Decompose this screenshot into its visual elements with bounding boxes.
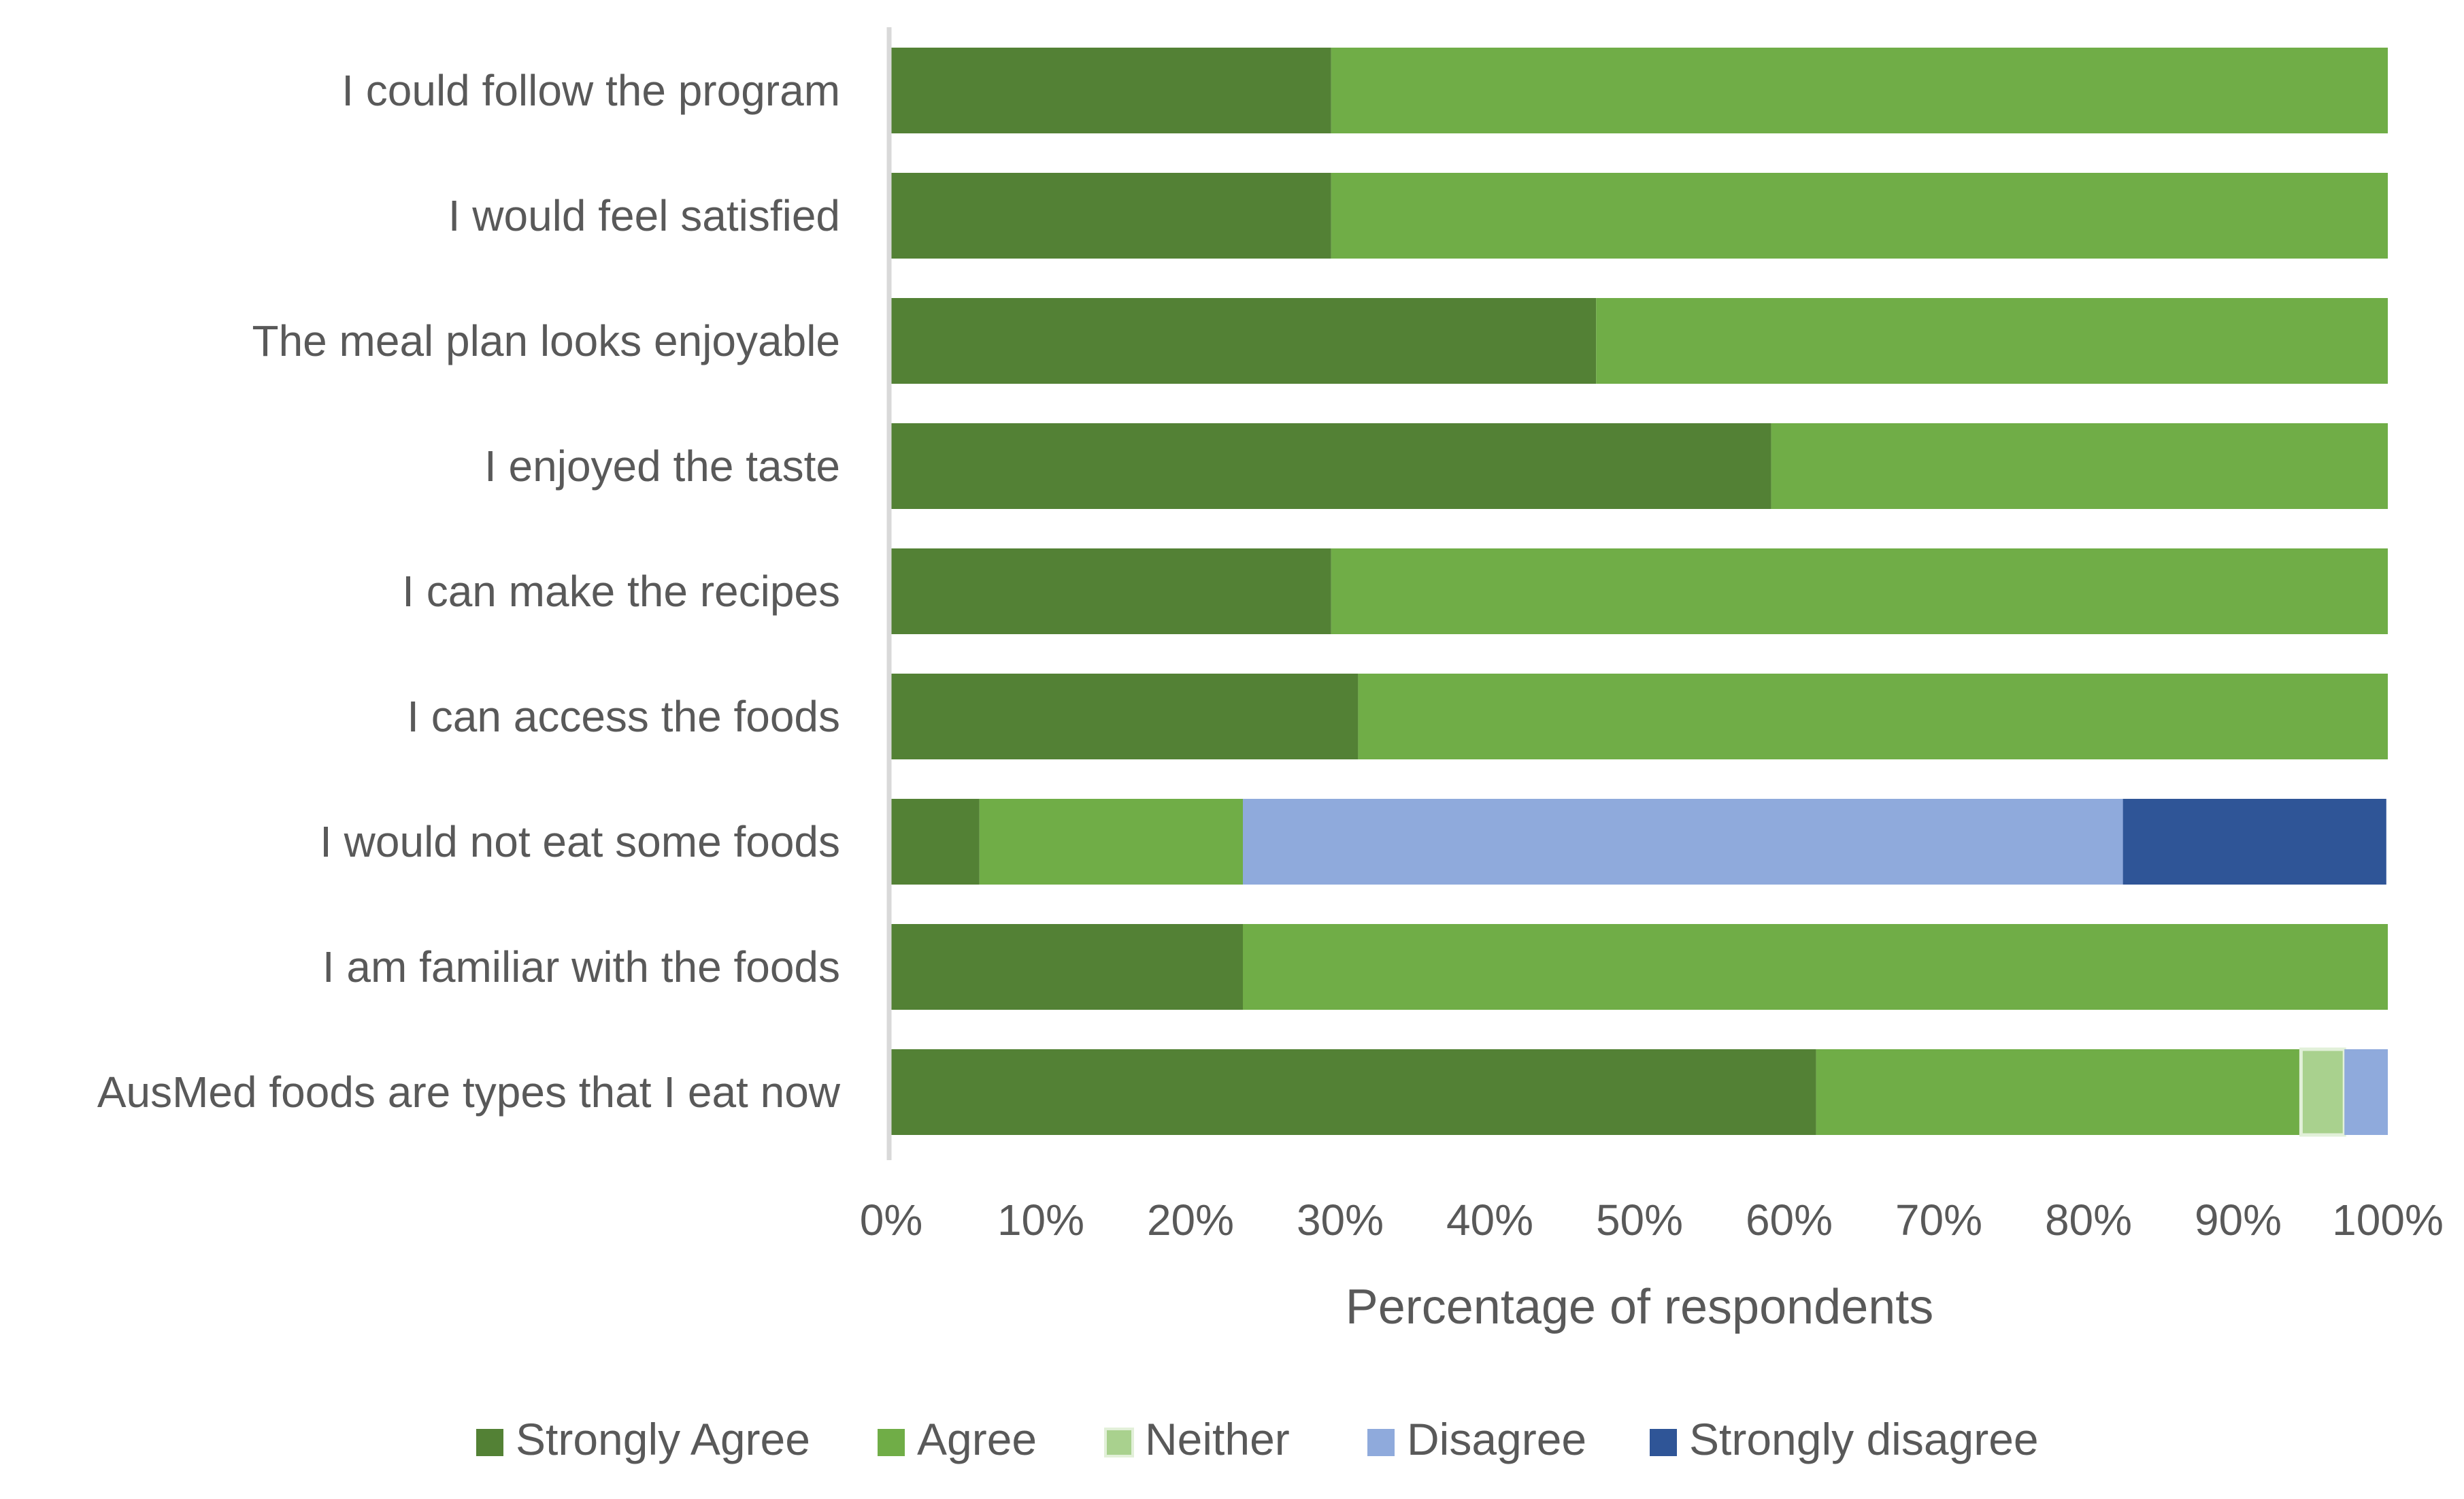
bar-the-meal-plan-looks-enjoyable-strongly-agree bbox=[891, 298, 1597, 384]
bar-i-would-feel-satisfied-strongly-agree bbox=[891, 173, 1331, 259]
bar-ausmed-foods-are-types-that-i-eat-now-strongly-agree bbox=[891, 1049, 1816, 1135]
category-label: AusMed foods are types that I eat now bbox=[97, 1068, 841, 1117]
legend-item-agree: Agree bbox=[878, 1414, 1037, 1464]
x-tick-label: 100% bbox=[2332, 1196, 2444, 1245]
x-tick-label: 60% bbox=[1746, 1196, 1833, 1245]
x-tick-label: 90% bbox=[2195, 1196, 2282, 1245]
legend: Strongly Agree Agree Neither Disagree Strong… bbox=[476, 1414, 2039, 1464]
category-label: I would feel satisfied bbox=[448, 191, 840, 240]
bar-i-could-follow-the-program-strongly-agree bbox=[891, 48, 1331, 133]
x-tick-label: 40% bbox=[1446, 1196, 1533, 1245]
bar-i-enjoyed-the-taste-strongly-agree bbox=[891, 423, 1771, 509]
category-label: I would not eat some foods bbox=[320, 817, 840, 866]
legend-item-disagree: Disagree bbox=[1367, 1414, 1586, 1464]
category-label: I am familiar with the foods bbox=[322, 942, 840, 991]
legend-swatch-strongly-agree bbox=[476, 1429, 503, 1456]
x-tick-label: 30% bbox=[1297, 1196, 1384, 1245]
x-tick-label: 50% bbox=[1596, 1196, 1683, 1245]
legend-label: Strongly Agree bbox=[516, 1414, 810, 1464]
bar-i-could-follow-the-program-agree bbox=[1331, 48, 2388, 133]
bar-ausmed-foods-are-types-that-i-eat-now-neither bbox=[2299, 1047, 2346, 1137]
bar-i-am-familiar-with-the-foods-agree bbox=[1243, 924, 2388, 1010]
x-tick-label: 70% bbox=[1895, 1196, 1982, 1245]
bar-i-can-make-the-recipes-agree bbox=[1331, 548, 2388, 634]
bar-i-can-access-the-foods-strongly-agree bbox=[891, 674, 1359, 759]
legend-label: Neither bbox=[1145, 1414, 1290, 1464]
bar-i-would-not-eat-some-foods-agree bbox=[979, 799, 1243, 885]
legend-item-strongly-agree: Strongly Agree bbox=[476, 1414, 810, 1464]
x-tick-label: 10% bbox=[997, 1196, 1084, 1245]
x-axis-title: Percentage of respondents bbox=[1346, 1280, 1934, 1334]
bar-ausmed-foods-are-types-that-i-eat-now-disagree bbox=[2344, 1049, 2388, 1135]
bar-i-would-not-eat-some-foods-disagree bbox=[1243, 799, 2123, 885]
bar-i-would-feel-satisfied-agree bbox=[1331, 173, 2388, 259]
category-label: I can make the recipes bbox=[402, 567, 840, 616]
x-tick-label: 0% bbox=[860, 1196, 923, 1245]
category-label: I enjoyed the taste bbox=[484, 442, 840, 491]
category-label: The meal plan looks enjoyable bbox=[252, 316, 840, 365]
bar-i-enjoyed-the-taste-agree bbox=[1771, 423, 2388, 509]
x-axis-tick-labels: 0% 10% 20% 30% 40% 50% 60% 70% 80% 90% 100% bbox=[860, 1196, 2444, 1245]
legend-swatch-strongly-disagree bbox=[1650, 1429, 1677, 1456]
category-label: I could follow the program bbox=[342, 66, 840, 115]
legend-label: Strongly disagree bbox=[1689, 1414, 2039, 1464]
x-tick-label: 20% bbox=[1147, 1196, 1234, 1245]
bar-i-am-familiar-with-the-foods-strongly-agree bbox=[891, 924, 1243, 1010]
bar-i-can-make-the-recipes-strongly-agree bbox=[891, 548, 1331, 634]
category-label: I can access the foods bbox=[407, 692, 840, 741]
bar-ausmed-foods-are-types-that-i-eat-now-agree bbox=[1816, 1049, 2301, 1135]
category-labels: I could follow the program I would feel s… bbox=[97, 66, 841, 1117]
x-tick-label: 80% bbox=[2045, 1196, 2132, 1245]
legend-swatch-disagree bbox=[1367, 1429, 1395, 1456]
bar-i-would-not-eat-some-foods-strongly-agree bbox=[891, 799, 980, 885]
legend-label: Disagree bbox=[1407, 1414, 1586, 1464]
legend-swatch-agree bbox=[878, 1429, 905, 1456]
legend-swatch-neither bbox=[1104, 1428, 1134, 1457]
legend-label: Agree bbox=[917, 1414, 1037, 1464]
bar-i-would-not-eat-some-foods-strongly-disagree bbox=[2122, 799, 2386, 885]
legend-item-neither: Neither bbox=[1104, 1414, 1290, 1464]
bar-i-can-access-the-foods-agree bbox=[1358, 674, 2388, 759]
bars-group bbox=[891, 48, 2388, 1137]
bar-the-meal-plan-looks-enjoyable-agree bbox=[1596, 298, 2388, 384]
legend-item-strongly-disagree: Strongly disagree bbox=[1650, 1414, 2039, 1464]
